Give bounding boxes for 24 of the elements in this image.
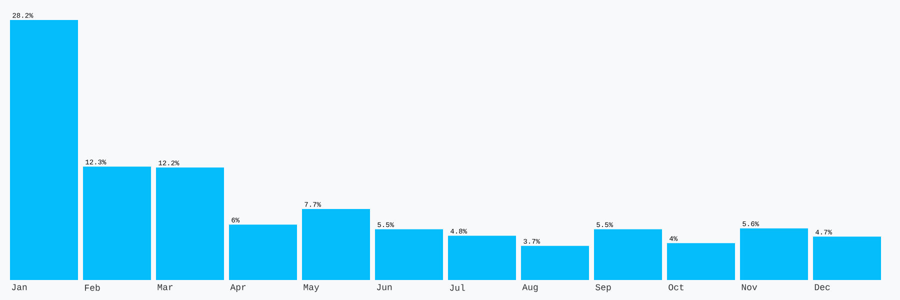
- x-tick-label: Mar: [158, 284, 173, 290]
- x-tick-label: Dec: [814, 284, 830, 290]
- bar: [83, 166, 151, 280]
- x-tick-label: Feb: [85, 284, 100, 291]
- bar: [302, 209, 370, 280]
- x-tick-label: May: [304, 284, 320, 292]
- bar: [156, 168, 224, 280]
- bar: [594, 229, 662, 280]
- x-tick-label: Nov: [742, 284, 758, 290]
- x-tick-label: Sep: [596, 284, 611, 292]
- x-tick-label: Jun: [376, 284, 392, 290]
- bar: [10, 20, 78, 280]
- x-tick-label: Jul: [450, 284, 465, 291]
- bar: [448, 236, 516, 280]
- bar: [813, 236, 882, 280]
- bar: [375, 229, 444, 280]
- x-tick-label: Apr: [230, 284, 246, 292]
- bar: [667, 243, 736, 280]
- bar: [740, 228, 808, 280]
- bar: [521, 246, 590, 280]
- x-tick-label: Oct: [668, 284, 684, 290]
- x-tick-label: Aug: [522, 284, 538, 292]
- bar: [229, 224, 298, 280]
- x-tick-label: Jan: [12, 284, 27, 290]
